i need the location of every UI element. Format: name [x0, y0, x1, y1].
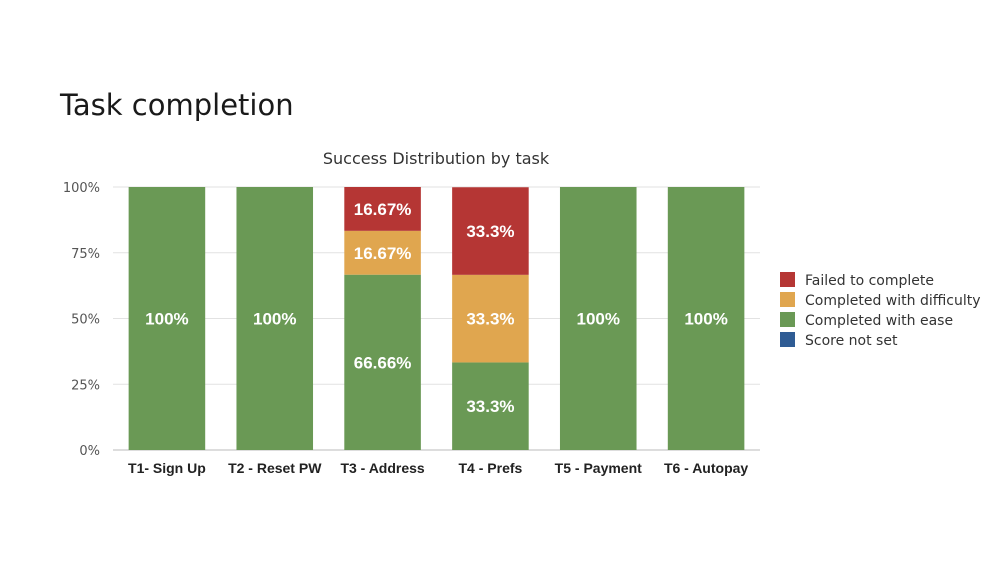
data-label: 16.67% — [354, 200, 412, 219]
x-tick-label: T4 - Prefs — [459, 460, 523, 476]
x-tick-label: T1- Sign Up — [128, 460, 206, 476]
data-label: 100% — [253, 310, 296, 329]
bar-segment — [344, 274, 421, 450]
y-tick-label: 0% — [79, 444, 100, 459]
chart-bars: 100% 100% 66.66% 16.67% 16.67% 33.3% 33.3% 33.3… — [128, 187, 745, 450]
bar-segment — [128, 187, 206, 450]
x-tick-label: T6 - Autopay — [664, 460, 748, 476]
x-axis: T1- Sign Up T2 - Reset PW T3 - Address T4 -… — [128, 460, 748, 476]
x-tick-label: T5 - Payment — [555, 460, 642, 476]
chart-grid — [113, 186, 760, 451]
data-label: 100% — [145, 310, 188, 329]
legend-swatch — [780, 312, 795, 327]
data-label: 33.3% — [466, 397, 514, 416]
legend-swatch — [780, 332, 795, 347]
bar-segment — [559, 187, 637, 450]
bar-segment — [667, 187, 745, 450]
y-tick-label: 25% — [71, 378, 100, 393]
legend-label: Completed with difficulty — [805, 293, 981, 309]
y-tick-label: 75% — [71, 247, 100, 262]
bar-segment — [452, 187, 529, 275]
bar-segment — [344, 187, 421, 231]
y-axis: 0% 25% 50% 75% 100% — [63, 181, 100, 459]
legend-label: Failed to complete — [805, 273, 934, 289]
data-label: 33.3% — [466, 222, 514, 241]
x-tick-label: T2 - Reset PW — [228, 460, 322, 476]
legend-swatch — [780, 292, 795, 307]
x-tick-label: T3 - Address — [340, 460, 424, 476]
chart-legend: Failed to complete Completed with difficu… — [780, 272, 981, 349]
legend-swatch — [780, 272, 795, 287]
y-tick-label: 100% — [63, 181, 100, 196]
bar-segment — [236, 187, 314, 450]
legend-label: Completed with ease — [805, 313, 953, 329]
bar-segment — [452, 274, 529, 363]
legend-label: Score not set — [805, 333, 898, 349]
data-label: 66.66% — [354, 353, 412, 372]
data-label: 100% — [684, 310, 727, 329]
bar-segment — [344, 230, 421, 275]
bar-segment — [452, 362, 529, 450]
y-tick-label: 50% — [71, 313, 100, 328]
data-label: 16.67% — [354, 244, 412, 263]
data-label: 100% — [577, 310, 620, 329]
chart-title: Success Distribution by task — [323, 149, 550, 168]
page-title: Task completion — [60, 88, 294, 122]
data-label: 33.3% — [466, 310, 514, 329]
